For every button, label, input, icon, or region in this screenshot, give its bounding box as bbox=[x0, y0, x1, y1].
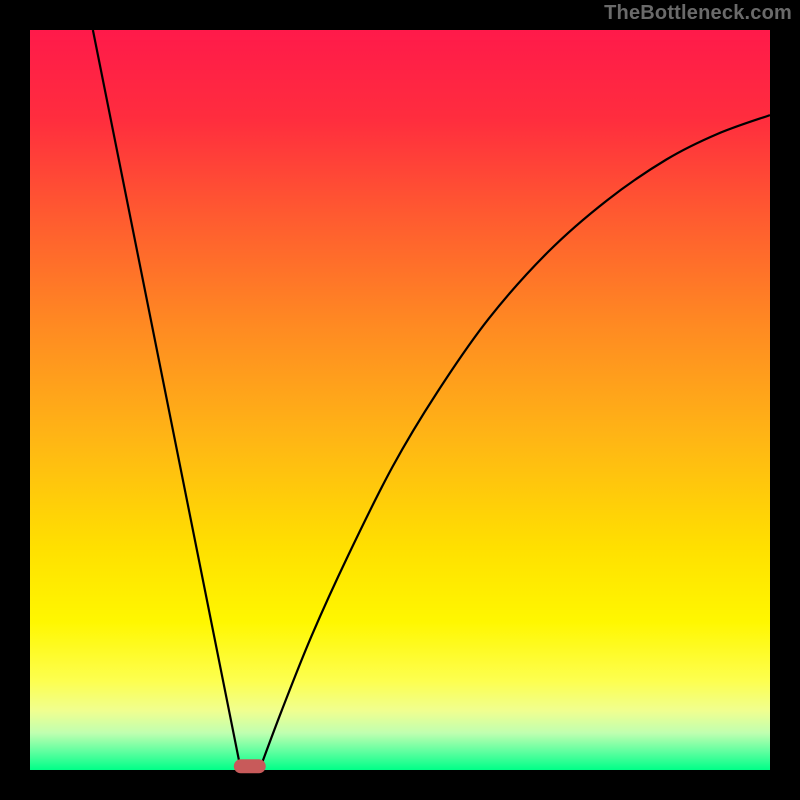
bottleneck-chart: TheBottleneck.com bbox=[0, 0, 800, 800]
gradient-background bbox=[30, 30, 770, 770]
watermark-text: TheBottleneck.com bbox=[604, 2, 792, 25]
chart-svg bbox=[0, 0, 800, 800]
bottleneck-marker bbox=[234, 759, 266, 773]
